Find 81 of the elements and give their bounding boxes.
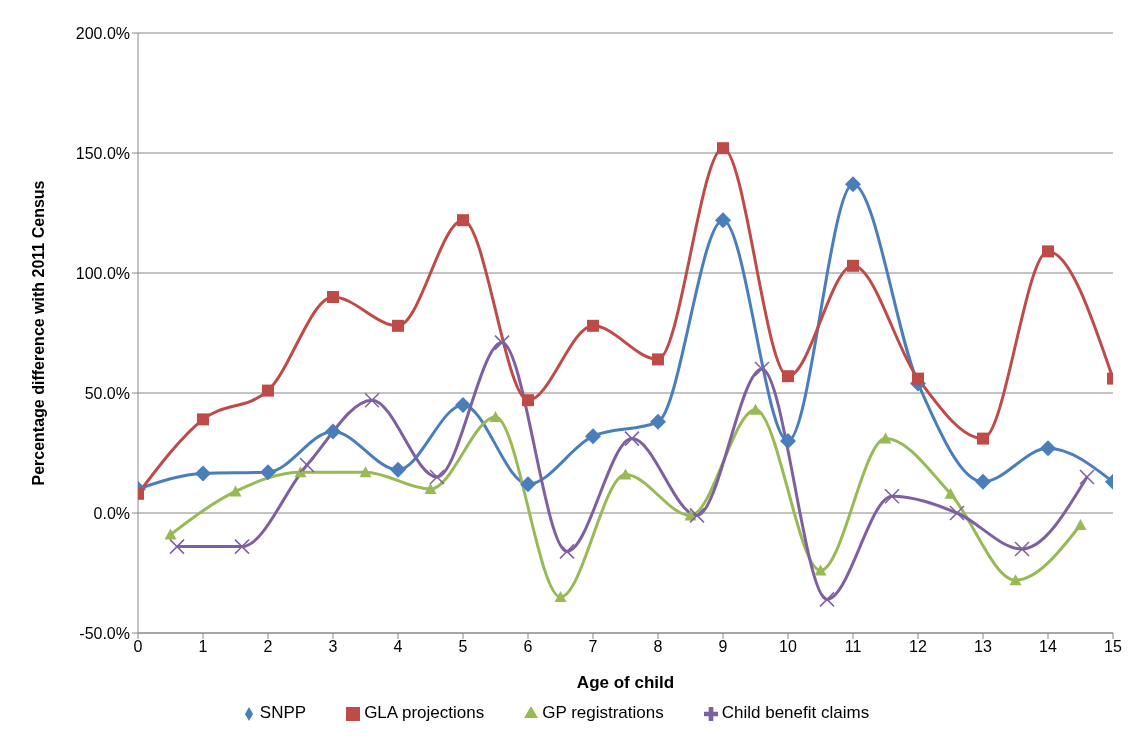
point	[847, 259, 859, 272]
point	[749, 403, 762, 415]
point	[717, 142, 729, 155]
point	[494, 334, 510, 351]
y-tick-label: 50.0%	[84, 384, 130, 402]
point	[455, 397, 471, 413]
point	[364, 392, 380, 408]
x-tick-label: 9	[718, 638, 728, 656]
y-tick-label: -50.0%	[79, 624, 130, 642]
x-tick-label: 7	[588, 638, 598, 656]
point	[780, 433, 796, 449]
point	[884, 488, 900, 504]
x-tick-label: 4	[393, 638, 403, 656]
point	[782, 370, 794, 383]
point	[879, 432, 892, 444]
point	[845, 176, 861, 193]
point	[624, 430, 640, 447]
point	[814, 564, 827, 576]
point	[390, 461, 406, 478]
point	[715, 212, 731, 229]
point	[554, 591, 567, 602]
point	[164, 528, 177, 540]
legend-label: GLA projections	[364, 703, 485, 722]
point	[585, 428, 601, 445]
point	[392, 319, 404, 332]
x-tick-label: 11	[844, 638, 862, 656]
point	[424, 483, 437, 494]
point	[949, 505, 965, 521]
point	[520, 476, 536, 493]
point	[1079, 469, 1095, 485]
y-tick-label: 100.0%	[75, 264, 130, 282]
point	[325, 423, 341, 440]
legend-label: SNPP	[259, 703, 307, 722]
y-tick-label: 0.0%	[93, 504, 130, 522]
point	[689, 507, 705, 524]
x-tick-label: 0	[133, 638, 143, 656]
legend-label: Child benefit claims	[721, 703, 870, 722]
x-tick-label: 13	[974, 638, 992, 656]
point	[327, 291, 339, 303]
point	[457, 214, 469, 227]
point	[359, 466, 372, 478]
point	[1042, 245, 1054, 258]
x-tick-label: 1	[198, 638, 208, 656]
point	[619, 468, 632, 480]
x-tick-label: 3	[328, 638, 338, 656]
point	[429, 469, 445, 485]
x-tick-label: 15	[1104, 638, 1122, 656]
x-tick-label: 6	[523, 638, 533, 656]
point	[754, 361, 770, 377]
point	[229, 485, 242, 497]
x-tick-label: 10	[779, 638, 797, 656]
y-axis-title: Percentage difference with 2011 Census	[29, 180, 47, 486]
x-axis-title: Age of child	[576, 673, 675, 692]
point	[195, 465, 211, 482]
point	[587, 319, 599, 332]
y-tick-label: 150.0%	[75, 144, 130, 162]
x-tick-label: 14	[1039, 638, 1057, 656]
point	[1009, 574, 1022, 586]
legend-label: GP registrations	[542, 703, 664, 722]
point	[260, 464, 276, 481]
x-tick-label: 2	[263, 638, 273, 656]
point	[1040, 440, 1056, 457]
point	[819, 591, 835, 608]
x-tick-label: 8	[653, 638, 663, 656]
point	[234, 538, 250, 555]
point	[169, 538, 185, 555]
point	[652, 353, 664, 366]
point	[912, 372, 924, 385]
point	[559, 543, 575, 560]
point	[975, 473, 991, 490]
point	[944, 487, 957, 499]
x-tick-label: 5	[458, 638, 468, 656]
point	[522, 394, 534, 407]
y-tick-label: 200.0%	[75, 24, 130, 42]
point	[1014, 541, 1030, 557]
point	[1074, 519, 1087, 530]
point	[197, 413, 209, 426]
point	[262, 384, 274, 397]
point	[650, 413, 666, 430]
point	[977, 432, 989, 445]
x-tick-label: 12	[909, 638, 927, 656]
